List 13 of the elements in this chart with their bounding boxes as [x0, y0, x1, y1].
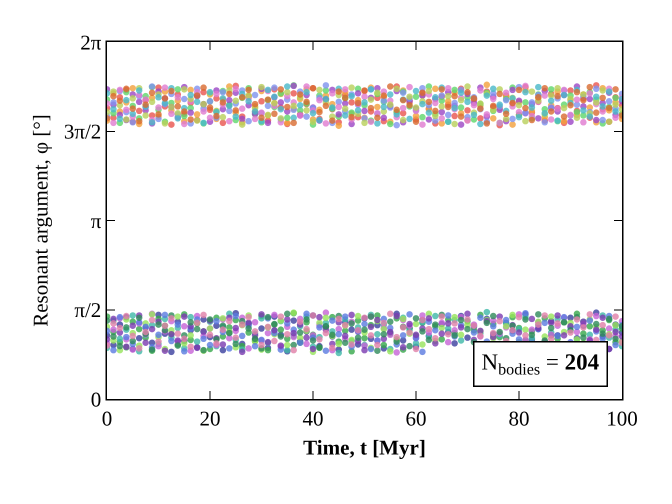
x-tick-label: 60	[406, 406, 426, 431]
y-axis-title: Resonant argument, φ [°]	[28, 114, 52, 327]
x-tick-label: 100	[606, 406, 638, 431]
y-tick-label: 0	[90, 387, 102, 412]
y-tick-label: 3π/2	[64, 120, 102, 144]
y-tick-label: π	[90, 208, 102, 233]
x-tick-label: 40	[302, 406, 324, 431]
y-tick-label: π/2	[74, 298, 102, 322]
x-tick-label: 20	[200, 406, 220, 431]
x-tick-label: 80	[508, 406, 530, 431]
x-axis-title: Time, t [Myr]	[303, 436, 426, 460]
y-tick-label: 2π	[80, 30, 102, 54]
annotation: N$_{bodies}$ = 204	[482, 350, 600, 378]
